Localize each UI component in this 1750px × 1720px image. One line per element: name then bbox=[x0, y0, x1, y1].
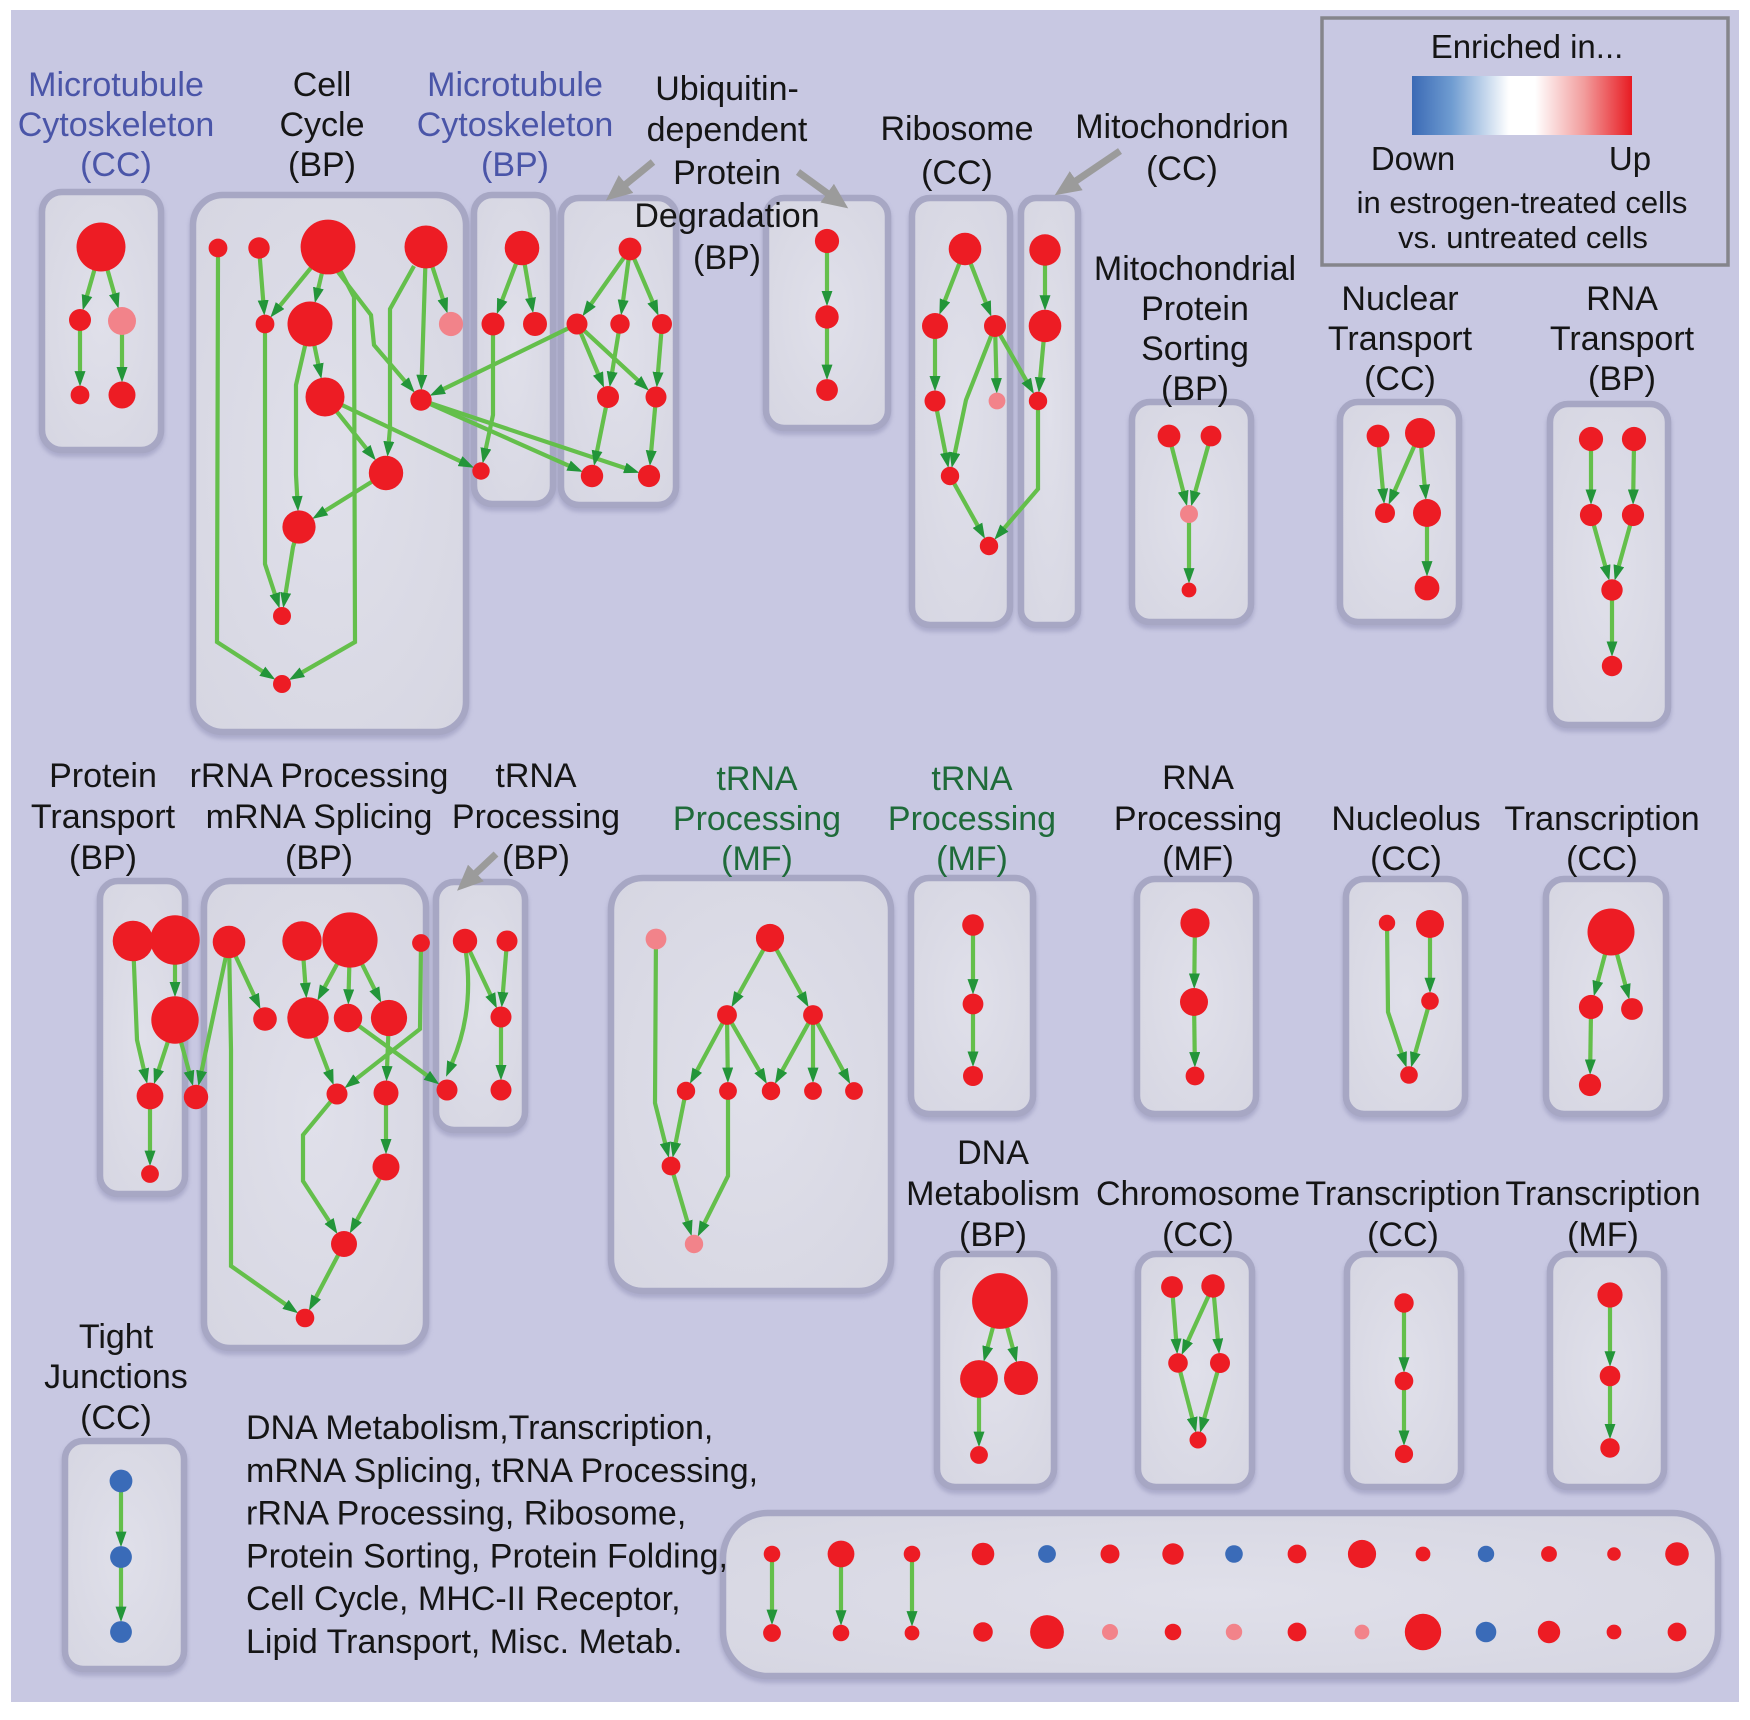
svg-text:Protein: Protein bbox=[1141, 290, 1249, 328]
svg-text:Transport: Transport bbox=[1550, 320, 1695, 358]
svg-text:Junctions: Junctions bbox=[44, 1358, 188, 1396]
svg-text:Cell: Cell bbox=[293, 66, 352, 104]
svg-text:Lipid Transport, Misc. Metab.: Lipid Transport, Misc. Metab. bbox=[246, 1623, 683, 1661]
svg-text:Ubiquitin-: Ubiquitin- bbox=[655, 70, 799, 108]
svg-text:Ribosome: Ribosome bbox=[880, 110, 1033, 148]
svg-text:Transcription: Transcription bbox=[1505, 1175, 1700, 1213]
svg-text:(CC): (CC) bbox=[921, 154, 993, 192]
svg-text:(CC): (CC) bbox=[1364, 360, 1436, 398]
svg-text:(CC): (CC) bbox=[1162, 1216, 1234, 1254]
svg-text:Protein: Protein bbox=[673, 154, 781, 192]
svg-text:(CC): (CC) bbox=[1146, 150, 1218, 188]
svg-text:(MF): (MF) bbox=[936, 840, 1008, 878]
svg-text:Protein: Protein bbox=[49, 757, 157, 795]
svg-text:(MF): (MF) bbox=[1567, 1216, 1639, 1254]
svg-text:(CC): (CC) bbox=[80, 1399, 152, 1437]
svg-text:DNA: DNA bbox=[957, 1134, 1029, 1172]
svg-text:tRNA: tRNA bbox=[931, 760, 1013, 798]
svg-text:(CC): (CC) bbox=[80, 146, 152, 184]
svg-text:Down: Down bbox=[1371, 140, 1455, 177]
svg-text:Cytoskeleton: Cytoskeleton bbox=[18, 106, 215, 144]
svg-text:Up: Up bbox=[1609, 140, 1651, 177]
svg-text:dependent: dependent bbox=[647, 111, 808, 149]
svg-text:(BP): (BP) bbox=[1161, 370, 1229, 408]
svg-text:(CC): (CC) bbox=[1566, 840, 1638, 878]
svg-text:DNA Metabolism,Transcription,: DNA Metabolism,Transcription, bbox=[246, 1409, 713, 1447]
svg-text:rRNA Processing: rRNA Processing bbox=[190, 757, 449, 795]
svg-text:Cycle: Cycle bbox=[279, 106, 364, 144]
svg-text:Chromosome: Chromosome bbox=[1096, 1175, 1300, 1213]
svg-text:(BP): (BP) bbox=[959, 1216, 1027, 1254]
svg-text:Transport: Transport bbox=[1328, 320, 1473, 358]
svg-text:tRNA: tRNA bbox=[495, 757, 577, 795]
svg-text:mRNA Splicing, tRNA Processing: mRNA Splicing, tRNA Processing, bbox=[246, 1452, 758, 1490]
svg-text:vs. untreated cells: vs. untreated cells bbox=[1398, 220, 1648, 255]
svg-text:Processing: Processing bbox=[452, 798, 620, 836]
svg-text:Transcription: Transcription bbox=[1504, 800, 1699, 838]
svg-text:(MF): (MF) bbox=[1162, 840, 1234, 878]
svg-text:(BP): (BP) bbox=[288, 146, 356, 184]
svg-text:(BP): (BP) bbox=[693, 239, 761, 277]
svg-text:Mitochondrial: Mitochondrial bbox=[1094, 250, 1296, 288]
svg-text:Microtubule: Microtubule bbox=[28, 66, 204, 104]
svg-text:(BP): (BP) bbox=[1588, 360, 1656, 398]
svg-text:(BP): (BP) bbox=[481, 146, 549, 184]
svg-text:mRNA Splicing: mRNA Splicing bbox=[206, 798, 433, 836]
svg-text:(BP): (BP) bbox=[285, 839, 353, 877]
svg-text:Enriched in...: Enriched in... bbox=[1431, 28, 1624, 65]
svg-text:Metabolism: Metabolism bbox=[906, 1175, 1080, 1213]
svg-text:Tight: Tight bbox=[79, 1318, 154, 1356]
svg-text:Cytoskeleton: Cytoskeleton bbox=[417, 106, 614, 144]
svg-text:RNA: RNA bbox=[1586, 280, 1658, 318]
svg-text:(MF): (MF) bbox=[721, 840, 793, 878]
svg-text:Cell Cycle, MHC-II Receptor,: Cell Cycle, MHC-II Receptor, bbox=[246, 1580, 681, 1618]
svg-text:(CC): (CC) bbox=[1367, 1216, 1439, 1254]
svg-text:(BP): (BP) bbox=[502, 839, 570, 877]
svg-text:Nuclear: Nuclear bbox=[1341, 280, 1458, 318]
svg-text:Processing: Processing bbox=[888, 800, 1056, 838]
svg-text:Mitochondrion: Mitochondrion bbox=[1075, 108, 1289, 146]
svg-text:RNA: RNA bbox=[1162, 759, 1234, 797]
svg-text:Degradation: Degradation bbox=[634, 197, 819, 235]
svg-text:in estrogen-treated cells: in estrogen-treated cells bbox=[1357, 185, 1688, 220]
svg-text:tRNA: tRNA bbox=[716, 760, 798, 798]
svg-text:Transport: Transport bbox=[31, 798, 176, 836]
svg-text:Processing: Processing bbox=[1114, 800, 1282, 838]
svg-text:Sorting: Sorting bbox=[1141, 330, 1249, 368]
svg-text:rRNA Processing, Ribosome,: rRNA Processing, Ribosome, bbox=[246, 1495, 686, 1533]
svg-text:Processing: Processing bbox=[673, 800, 841, 838]
svg-text:Transcription: Transcription bbox=[1305, 1175, 1500, 1213]
svg-text:Protein Sorting, Protein Foldi: Protein Sorting, Protein Folding, bbox=[246, 1537, 728, 1575]
svg-text:Microtubule: Microtubule bbox=[427, 66, 603, 104]
svg-text:(CC): (CC) bbox=[1370, 840, 1442, 878]
svg-text:(BP): (BP) bbox=[69, 839, 137, 877]
svg-text:Nucleolus: Nucleolus bbox=[1331, 800, 1480, 838]
